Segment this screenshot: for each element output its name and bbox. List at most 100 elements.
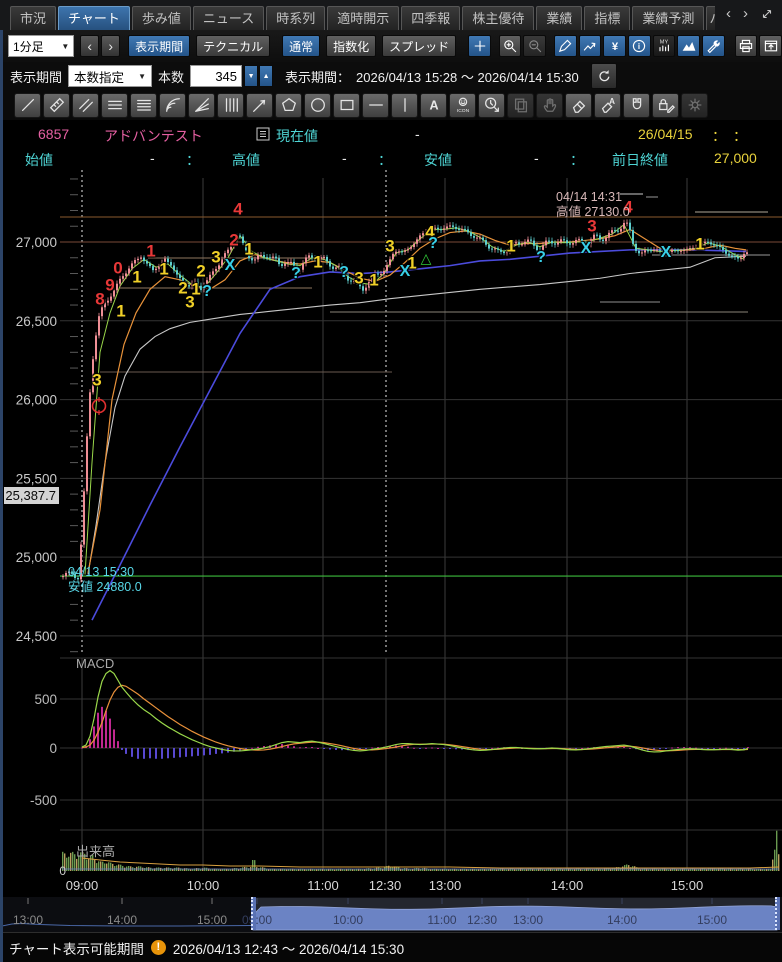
quote-board-icon[interactable] [256, 127, 270, 144]
circle-tool-icon [310, 98, 325, 112]
arcs-tool-icon [165, 98, 180, 112]
spread-button[interactable]: スプレッド [382, 35, 457, 57]
tool-magnet[interactable] [623, 92, 650, 118]
tab-indicators[interactable]: 指標 [584, 6, 631, 30]
tool-pentagon[interactable] [275, 92, 302, 118]
tab-strip: 市況チャート歩み値ニュース時系列適時開示四季報株主優待業績指標業績予測ハ [10, 6, 715, 30]
time-axis-label: 14:00 [551, 878, 584, 893]
tool-vertical-segment[interactable] [391, 92, 418, 118]
navigator-left-handle[interactable] [251, 897, 256, 930]
tab-news[interactable]: ニュース [192, 6, 265, 30]
chart-type-button[interactable] [677, 35, 701, 57]
tool-ellipse[interactable] [304, 92, 331, 118]
tab-tick[interactable]: 歩み値 [131, 6, 191, 30]
zoom-out-button[interactable] [523, 35, 547, 57]
period-label: 表示期間 [10, 69, 63, 85]
chart-canvas[interactable]: 27,000 26,500 26,000 25,500 25,000 24,500 500 0… [0, 168, 782, 897]
available-period-value: 2026/04/13 12:43 ～ 2026/04/14 15:30 [172, 941, 405, 957]
tool-horizontal-lines[interactable] [101, 92, 128, 118]
price-axis-label: 27,000 [16, 235, 57, 250]
tool-arrow-line[interactable] [246, 92, 273, 118]
export-button[interactable] [759, 35, 782, 57]
hand-tool-icon [543, 98, 556, 112]
signal-annotation: 1 [407, 253, 417, 273]
signal-annotation: △ [420, 250, 432, 266]
tool-vertical-lines[interactable] [217, 92, 244, 118]
day-high-callout-time: 04/14 14:31 [556, 190, 623, 204]
drawing-toolbar: A ICON A [0, 90, 782, 120]
expand-window-icon[interactable] [760, 7, 774, 21]
tab-bar: 市況チャート歩み値ニュース時系列適時開示四季報株主優待業績指標業績予測ハ ‹ › [0, 0, 782, 30]
reset-icon [599, 70, 610, 82]
tool-lock-drawings[interactable] [652, 92, 679, 118]
signal-annotation: 1 [132, 267, 142, 287]
my-technical-button[interactable]: MY [652, 35, 676, 57]
tool-eraser-text[interactable]: A [594, 92, 621, 118]
tool-ruler[interactable] [43, 92, 70, 118]
tab-scroll-left-button[interactable]: ‹ [726, 5, 731, 22]
prev-close-label: 前日終値 [612, 152, 668, 168]
current-price-value: - [415, 126, 420, 142]
info-button[interactable]: i [628, 35, 651, 57]
tool-parallel-lines[interactable] [72, 92, 99, 118]
stamp-tool-icon: ICON [456, 97, 469, 114]
indexed-button[interactable]: 指数化 [326, 35, 377, 57]
add-compare-button[interactable] [468, 35, 491, 57]
normal-button[interactable]: 通常 [282, 35, 321, 57]
reset-period-button[interactable] [590, 63, 617, 89]
tool-horizontal-segment[interactable] [362, 92, 389, 118]
period-mode-select[interactable]: 本数指定 ▼ [68, 65, 153, 87]
navigator-time-label: 15:00 [697, 913, 727, 927]
tab-timeseries[interactable]: 時系列 [266, 6, 326, 30]
print-button[interactable] [734, 35, 758, 57]
draw-button[interactable] [554, 35, 577, 57]
tool-trend-line[interactable] [14, 92, 41, 118]
technical-button[interactable]: テクニカル [196, 35, 271, 57]
tool-rectangle[interactable] [333, 92, 360, 118]
interval-next-button[interactable]: › [101, 35, 121, 57]
navigator-right-handle[interactable] [775, 897, 780, 930]
tab-scroll-right-button[interactable]: › [743, 5, 748, 22]
tab-disclosure[interactable]: 適時開示 [327, 6, 400, 30]
display-period-button[interactable]: 表示期間 [128, 35, 191, 57]
tab-chart[interactable]: チャート [58, 6, 130, 30]
zoom-in-button[interactable] [498, 35, 522, 57]
tool-fan-lines[interactable] [188, 92, 215, 118]
period-toolbar: 表示期間 本数指定 ▼ 本数 ▼ ▲ 表示期間： 2026/04/13 15:2… [0, 62, 782, 90]
lockpencil-tool-icon [658, 98, 675, 113]
tool-time-cycle[interactable] [478, 92, 505, 118]
signal-annotation: 1 [146, 241, 156, 261]
chart-navigator[interactable]: 13:00 14:00 15:00 09:00 10:00 11:00 12:30 13:00… [0, 897, 782, 932]
tab-forecast[interactable]: 業績予測 [632, 6, 705, 30]
open-time: ： [186, 152, 200, 168]
tool-text[interactable]: A [420, 92, 447, 118]
signal-annotation: 3 [354, 268, 364, 288]
available-period-label: チャート表示可能期間 [9, 941, 144, 957]
price-chart-svg: 27,000 26,500 26,000 25,500 25,000 24,500 500 0… [16, 170, 782, 893]
tab-results[interactable]: 業績 [536, 6, 583, 30]
interval-select[interactable]: 1分足 ▼ [8, 35, 75, 57]
tool-eraser[interactable] [565, 92, 592, 118]
period-mode-value: 本数指定 [74, 70, 125, 85]
trendline-button[interactable] [578, 35, 602, 57]
signal-annotation: X [660, 244, 672, 261]
tab-partial[interactable]: ハ [706, 6, 715, 30]
export-icon [764, 40, 777, 52]
tab-market[interactable]: 市況 [10, 6, 57, 30]
tool-fibonacci-arcs[interactable] [159, 92, 186, 118]
range-label: 表示期間： [285, 69, 351, 85]
count-input[interactable] [190, 65, 243, 87]
tab-yutai[interactable]: 株主優待 [462, 6, 535, 30]
eraser-tool-icon [572, 100, 585, 113]
settings-wrench-button[interactable] [702, 35, 725, 57]
tab-shikiho[interactable]: 四季報 [401, 6, 461, 30]
time-axis-label: 13:00 [429, 878, 462, 893]
count-up-spinner[interactable]: ▲ [259, 65, 274, 87]
yen-scale-button[interactable]: ¥ [603, 35, 627, 57]
tool-price-lines[interactable] [130, 92, 157, 118]
zoom-out-icon [529, 40, 541, 53]
interval-prev-button[interactable]: ‹ [80, 35, 100, 57]
count-down-spinner[interactable]: ▼ [244, 65, 259, 87]
tool-icon-stamp[interactable]: ICON [449, 92, 476, 118]
navigator-time-label: 15:00 [197, 913, 227, 927]
